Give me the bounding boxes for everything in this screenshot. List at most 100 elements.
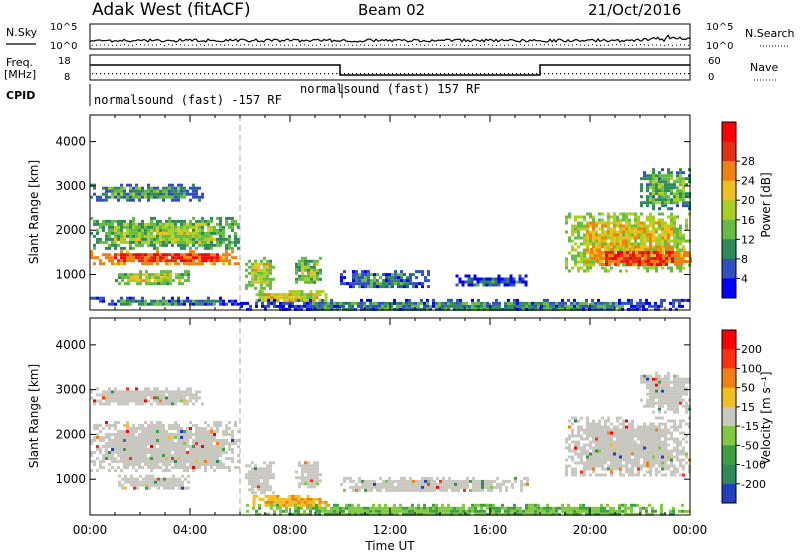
- xtick-label-5: 20:00: [573, 523, 608, 537]
- echo-region-12: [590, 248, 692, 266]
- x-axis-label: Time UT: [364, 539, 415, 553]
- colorbar-swatch-1: [722, 141, 736, 162]
- station-title: Adak West (fitACF): [92, 0, 251, 20]
- colorbar-swatch-5: [722, 426, 736, 446]
- power-xtick-marks: [89, 115, 691, 310]
- x-tick-labels: 00:00 04:00 08:00 12:00 16:00 20:00 00:00: [73, 523, 708, 537]
- colorbar-swatch-0: [722, 330, 736, 350]
- colorbar-swatch-4: [722, 406, 736, 427]
- echo-region-5: [245, 256, 275, 290]
- nave-tick-high: 60: [708, 56, 721, 67]
- power-ylabel: Slant Range [km]: [27, 160, 41, 264]
- freq-trace: [90, 64, 690, 76]
- power-colorbar: 4 8 12 16 20 24 28: [721, 121, 755, 299]
- echo-region-4: [90, 296, 240, 306]
- colorbar-swatch-4: [722, 200, 736, 221]
- noise-tick-low: 10^0: [50, 41, 77, 52]
- xtick-label-2: 08:00: [273, 523, 308, 537]
- xtick-label-3: 12:00: [373, 523, 408, 537]
- echo-region-6: [340, 476, 529, 492]
- colorbar-swatch-2: [722, 161, 736, 182]
- ytick-label-3: 4000: [55, 135, 86, 149]
- ytick-label-1: 2000: [55, 223, 86, 237]
- echo-region-13: [640, 168, 691, 211]
- xtick-label-4: 16:00: [473, 523, 508, 537]
- ytick-label-0: 1000: [55, 268, 86, 282]
- colorbar-tick-3: 15: [741, 401, 755, 414]
- noise-line: [89, 34, 691, 43]
- colorbar-swatch-3: [722, 180, 736, 201]
- freq-unit-label: [MHz]: [4, 68, 36, 81]
- colorbar-tick-7: -200: [741, 478, 766, 491]
- noise-panel: N.Sky 10^5 10^0 10^5 10^0 N.Search: [6, 22, 795, 52]
- ytick-label-1: 2000: [55, 427, 86, 441]
- echo-region-0: [90, 421, 240, 472]
- colorbar-tick-6: -100: [741, 459, 766, 472]
- cpid-label: CPID: [6, 89, 35, 102]
- colorbar-swatch-5: [722, 219, 736, 240]
- beam-title: Beam 02: [358, 1, 425, 19]
- colorbar-tick-3: 16: [741, 214, 755, 227]
- noise-tick-high: 10^5: [50, 22, 77, 33]
- colorbar-swatch-7: [722, 258, 736, 279]
- echo-region-7: [255, 290, 328, 303]
- echo-region-3: [115, 270, 190, 286]
- noise-tick-low-right: 10^0: [706, 41, 733, 52]
- nave-label: Nave: [750, 61, 778, 74]
- echo-region-3: [245, 461, 275, 495]
- velocity-ylabel: Slant Range [km]: [27, 364, 41, 468]
- colorbar-tick-5: 24: [741, 175, 755, 188]
- echo-region-2: [118, 474, 190, 490]
- velocity-colorbar: 200 100 50 15 -15 -50 -100 -200: [721, 329, 766, 504]
- noise-trace: [89, 34, 691, 46]
- echo-region-1: [90, 387, 204, 406]
- freq-step-line: [90, 64, 690, 76]
- ytick-label-2: 3000: [55, 383, 86, 397]
- colorbar-swatch-0: [722, 122, 736, 142]
- colorbar-swatch-1: [722, 349, 736, 369]
- ytick-label-0: 1000: [55, 472, 86, 486]
- nsky-label: N.Sky: [6, 26, 38, 39]
- colorbar-swatch-6: [722, 445, 736, 465]
- colorbar-tick-2: 12: [741, 233, 755, 246]
- echo-region-9: [640, 371, 691, 414]
- nave-tick-low: 0: [708, 72, 714, 83]
- velocity-echoes: [90, 371, 691, 516]
- noise-tick-high-right: 10^5: [706, 22, 733, 33]
- power-panel: 1000 2000 3000 4000 Slant Range [km] 4 8 12 16…: [27, 114, 773, 311]
- colorbar-tick-4: -15: [741, 420, 759, 433]
- freq-panel: Freq. [MHz] 18 8 60 0 Nave: [4, 54, 778, 83]
- freq-tick-high: 18: [58, 56, 71, 67]
- echo-region-1: [90, 216, 240, 250]
- colorbar-tick-4: 20: [741, 194, 755, 207]
- cpid-segment-2: normalsound (fast) 157 RF: [300, 82, 481, 96]
- colorbar-tick-1: 8: [741, 253, 748, 266]
- colorbar-swatch-8: [722, 483, 736, 504]
- xtick-label-6: 00:00: [673, 523, 708, 537]
- colorbar-tick-1: 100: [741, 362, 762, 375]
- velocity-xtick-marks: [89, 318, 691, 515]
- colorbar-swatch-8: [722, 278, 736, 299]
- echo-region-5: [252, 494, 328, 507]
- colorbar-swatch-6: [722, 239, 736, 260]
- freq-tick-low: 8: [64, 72, 70, 83]
- echo-region-9: [455, 274, 528, 287]
- echo-region-4: [295, 461, 322, 489]
- nsearch-label: N.Search: [745, 27, 795, 40]
- echo-region-2: [90, 183, 204, 202]
- velocity-yticks: 1000 2000 3000 4000: [55, 338, 690, 486]
- ytick-label-3: 4000: [55, 338, 86, 352]
- colorbar-swatch-2: [722, 368, 736, 388]
- power-colorbar-label: Power [dB]: [759, 172, 773, 237]
- xtick-label-1: 04:00: [173, 523, 208, 537]
- echo-region-6: [295, 256, 322, 284]
- freq-label: Freq.: [6, 56, 33, 69]
- colorbar-tick-2: 50: [741, 382, 755, 395]
- date-title: 21/Oct/2016: [588, 1, 681, 19]
- cpid-segment-1: normalsound (fast) -157 RF: [94, 93, 282, 107]
- echo-region-7: [246, 503, 690, 516]
- velocity-colorbar-label: Velocity [m s⁻¹]: [759, 371, 773, 464]
- colorbar-swatch-3: [722, 387, 736, 408]
- colorbar-swatch-7: [722, 464, 736, 485]
- echo-region-8: [340, 270, 430, 289]
